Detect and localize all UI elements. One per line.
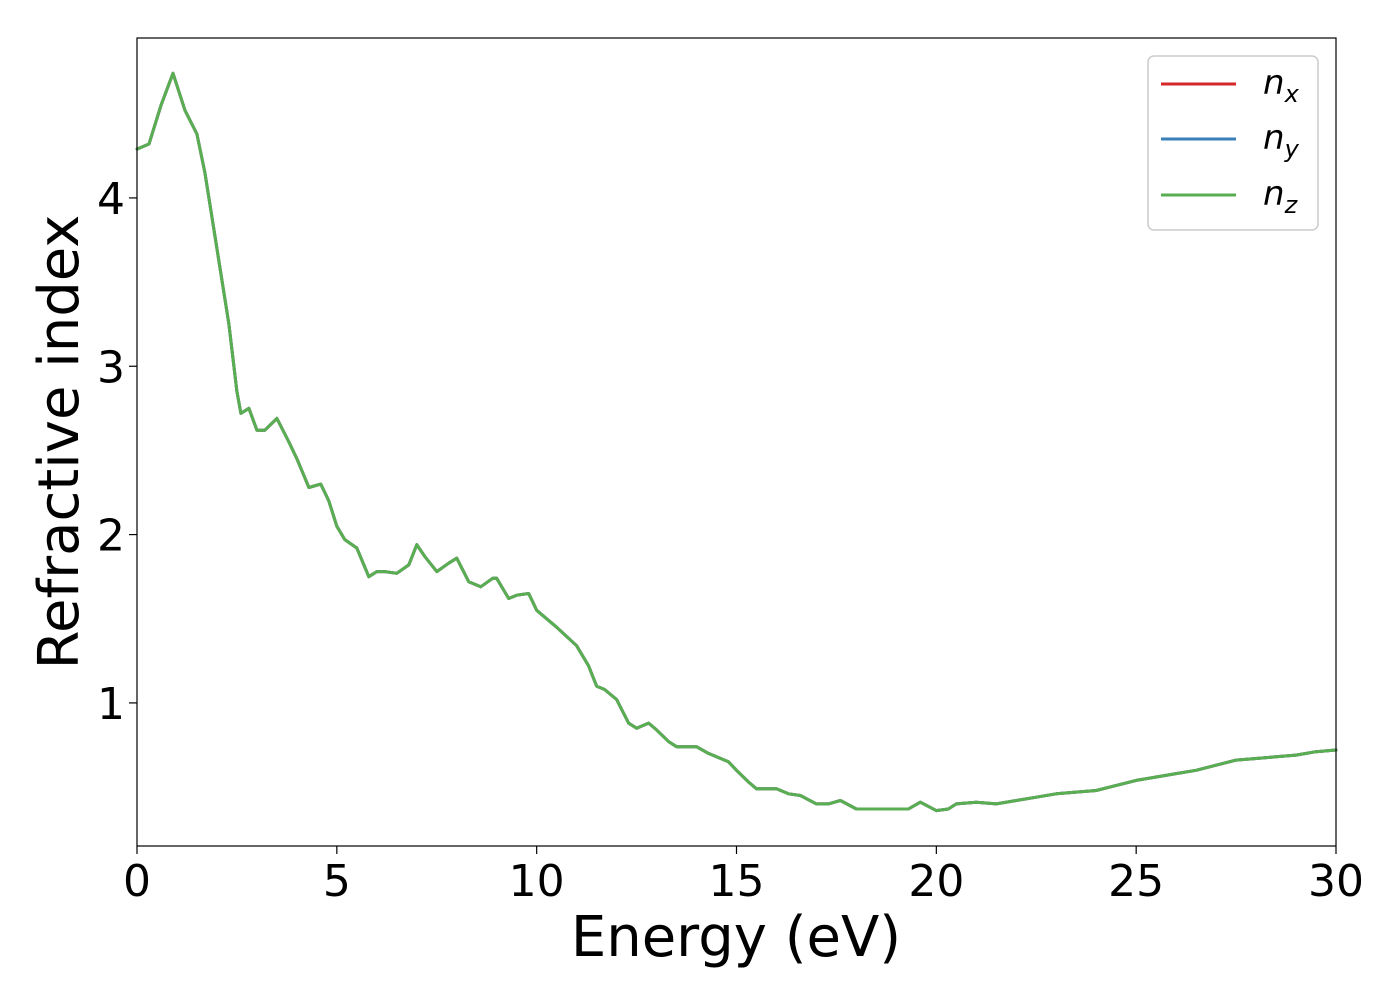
legend-box (1147, 55, 1319, 231)
legend-label-subscript: x (1284, 80, 1300, 108)
legend-label-base: n (1263, 63, 1285, 103)
legend-label-base: n (1263, 118, 1285, 158)
legend-label-subscript: z (1284, 191, 1299, 219)
x-axis: 0 5 10 15 20 25 30 (123, 846, 1364, 907)
y-tick-label: 3 (97, 342, 125, 393)
x-tick-label: 5 (323, 856, 351, 907)
legend-label: nz (1263, 174, 1299, 219)
y-tick-label: 1 (97, 679, 125, 730)
legend-label-subscript: y (1284, 135, 1300, 163)
x-tick-label: 10 (509, 856, 565, 907)
x-tick-label: 30 (1308, 856, 1364, 907)
x-tick-label: 25 (1108, 856, 1164, 907)
x-tick-label: 20 (908, 856, 964, 907)
x-axis-title: Energy (eV) (571, 905, 901, 970)
legend-label: nx (1263, 63, 1300, 108)
y-tick-label: 2 (97, 511, 125, 562)
series-layer (135, 71, 1338, 813)
y-axis: 1 2 3 4 (97, 174, 137, 730)
legend-label: ny (1263, 118, 1300, 163)
x-tick-label: 0 (123, 856, 151, 907)
legend-label-base: n (1263, 174, 1285, 214)
x-tick-label: 15 (709, 856, 765, 907)
y-tick-label: 4 (97, 174, 125, 225)
y-axis-title: Refractive index (27, 215, 92, 670)
series-line-n-z (135, 71, 1338, 813)
